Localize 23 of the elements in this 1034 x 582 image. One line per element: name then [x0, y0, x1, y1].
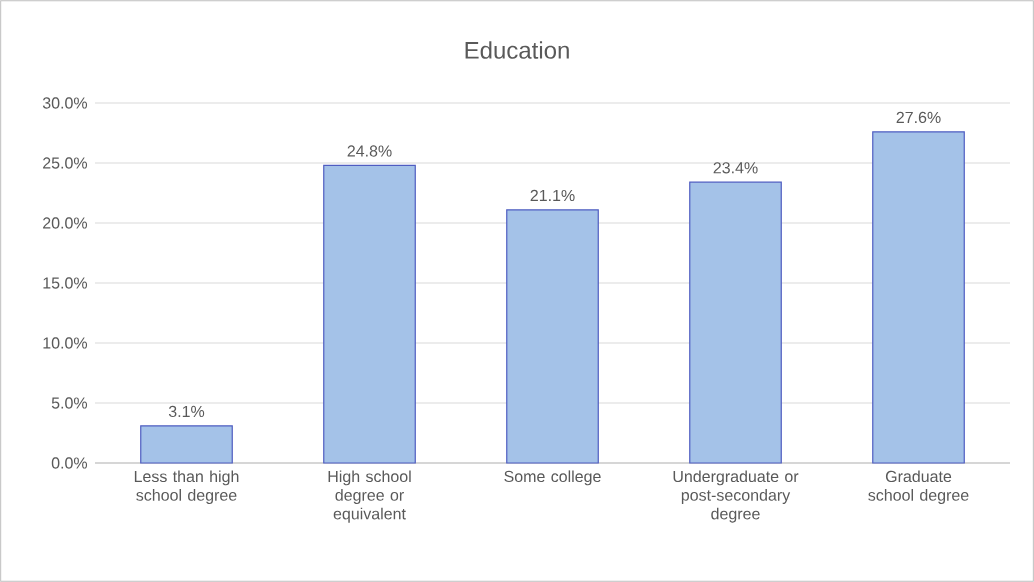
y-tick-label: 15.0% — [43, 277, 88, 289]
y-tick-label: 0.0% — [51, 457, 88, 469]
bar — [140, 425, 233, 464]
chart-title: Education — [465, 41, 569, 59]
bar — [506, 209, 599, 464]
y-tick-label: 5.0% — [51, 397, 88, 409]
data-label: 24.8% — [347, 145, 392, 157]
bar — [872, 131, 965, 464]
y-tick-label: 10.0% — [43, 337, 88, 349]
y-tick-label: 30.0% — [42, 97, 88, 109]
bar — [323, 164, 416, 464]
y-tick-label: 25.0% — [43, 157, 88, 169]
data-label: 27.6% — [896, 111, 941, 124]
bar — [689, 181, 782, 464]
x-tick-label: Undergraduate or post-secondary degree — [673, 470, 799, 523]
x-tick-label: Some college — [504, 470, 601, 486]
data-label: 21.1% — [530, 189, 575, 202]
data-label: 23.4% — [713, 162, 758, 174]
y-tick-label: 20.0% — [43, 217, 88, 229]
x-tick-label: Graduate school degree — [868, 470, 969, 504]
x-tick-label: Less than high school degree — [134, 470, 239, 504]
data-label: 3.1% — [168, 405, 205, 418]
x-tick-label: High school degree or equivalent — [328, 470, 411, 523]
